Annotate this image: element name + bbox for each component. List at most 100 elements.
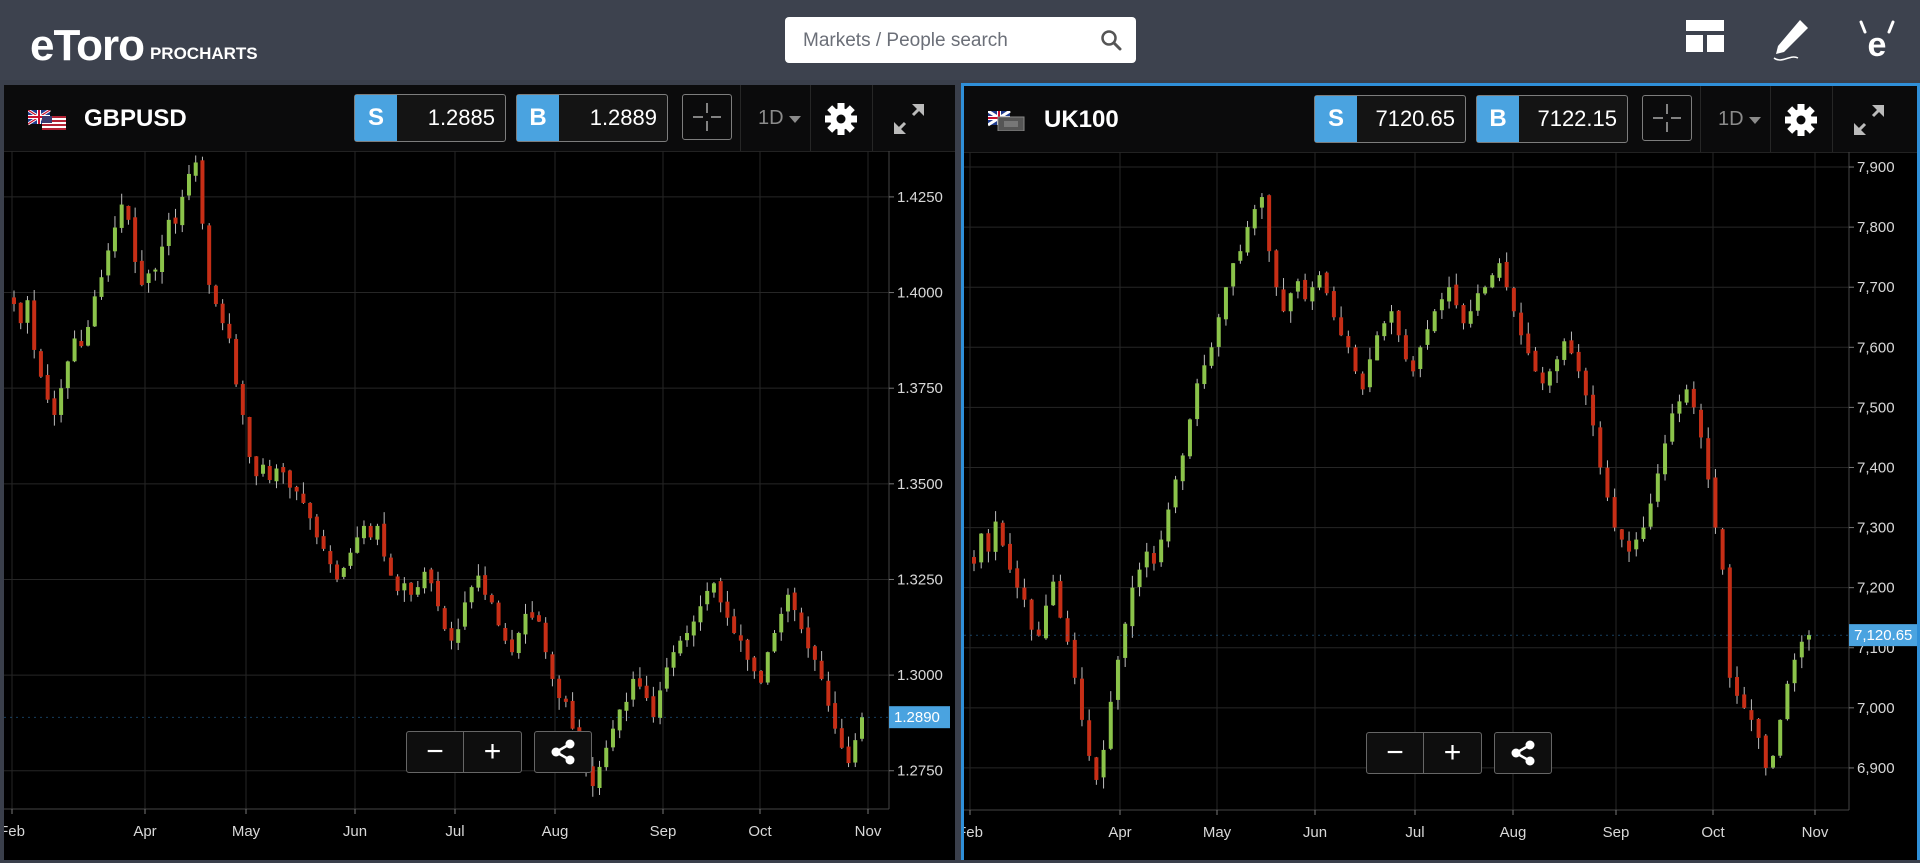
candle-body <box>18 302 23 324</box>
candle-body <box>503 627 508 641</box>
x-tick-label: Jul <box>1405 824 1424 841</box>
candle-body <box>792 592 797 611</box>
candle-body <box>772 633 777 652</box>
candle-body <box>32 300 37 350</box>
candle-body <box>166 219 171 246</box>
y-tick-label: 7,800 <box>1857 219 1895 236</box>
candle-body <box>1051 581 1056 606</box>
logo-wordmark: eToro <box>30 21 145 70</box>
zoom-in-button[interactable]: + <box>464 731 522 773</box>
candle-body <box>1238 251 1243 261</box>
buy-button[interactable]: B 7122.15 <box>1476 95 1628 143</box>
candle-body <box>160 246 165 272</box>
candle-body <box>570 700 575 729</box>
candle-body <box>112 227 117 252</box>
candle-body <box>1454 284 1459 306</box>
buy-price: 7122.15 <box>1537 106 1617 131</box>
panel-header: UK100 S 7120.65 B 7122.15 1D <box>964 86 1917 153</box>
chart-panel-uk100[interactable]: UK100 S 7120.65 B 7122.15 1D <box>961 83 1920 860</box>
candle-body <box>993 521 998 552</box>
gear-icon[interactable] <box>824 102 858 136</box>
layout-icon[interactable] <box>1685 18 1725 54</box>
candle-body <box>1742 694 1747 708</box>
instrument-symbol: UK100 <box>1044 106 1119 133</box>
search-box[interactable] <box>785 17 1136 65</box>
expand-icon[interactable] <box>1852 103 1886 137</box>
expand-icon[interactable] <box>892 102 926 136</box>
buy-button[interactable]: B 1.2889 <box>516 94 668 142</box>
candle-body <box>1727 567 1732 678</box>
candle-body <box>1540 372 1545 384</box>
candle-body <box>1295 281 1300 292</box>
x-tick-label: Aug <box>1500 824 1527 841</box>
timeframe-selector[interactable]: 1D <box>758 107 802 130</box>
candle-body <box>637 678 642 687</box>
price-chart[interactable]: 1.4250 1.4000 1.3750 1.3500 1.3250 1.3000 1.27… <box>4 151 955 860</box>
candle-body <box>819 660 824 679</box>
candle-body <box>38 351 43 377</box>
sell-button[interactable]: S 1.2885 <box>354 94 506 142</box>
candle-body <box>1094 757 1099 780</box>
candle-body <box>1058 581 1063 618</box>
timeframe-value: 1D <box>758 107 784 129</box>
y-tick-label: 1.4000 <box>897 285 943 302</box>
candle-body <box>395 576 400 591</box>
candle-body <box>274 468 279 482</box>
x-tick-label: Apr <box>133 823 156 840</box>
candle-body <box>308 502 313 519</box>
candle-body <box>1792 659 1797 684</box>
pencil-icon[interactable] <box>1770 18 1814 64</box>
share-button[interactable] <box>534 731 592 773</box>
candle-body <box>678 640 683 654</box>
instrument-symbol: GBPUSD <box>84 105 187 132</box>
y-tick-label: 1.4250 <box>897 189 943 206</box>
sell-price: 1.2885 <box>427 105 495 130</box>
candle-body <box>1079 678 1084 720</box>
gear-icon[interactable] <box>1784 103 1818 137</box>
candle-body <box>1555 359 1560 372</box>
candle-body <box>449 628 454 641</box>
y-tick-label: 7,500 <box>1857 399 1895 416</box>
zoom-controls: − + <box>1366 732 1552 774</box>
crosshair-button[interactable] <box>1642 95 1692 141</box>
candle-body <box>1605 467 1610 498</box>
candle-body <box>415 587 420 595</box>
etoro-logo[interactable]: eToro PROCHARTS <box>30 12 258 68</box>
candle-body <box>1223 287 1228 320</box>
zoom-out-button[interactable]: − <box>1366 732 1424 774</box>
crosshair-button[interactable] <box>682 94 732 140</box>
candle-body <box>1389 311 1394 323</box>
timeframe-selector[interactable]: 1D <box>1718 108 1762 131</box>
candle-body <box>1259 197 1264 208</box>
candle-body <box>799 612 804 630</box>
share-button[interactable] <box>1494 732 1552 774</box>
candle-body <box>1735 677 1740 696</box>
candle-body <box>1411 360 1416 372</box>
candle-body <box>86 326 91 346</box>
last-price-label: 1.2890 <box>894 709 940 726</box>
candle-body <box>355 537 360 553</box>
candle-body <box>644 685 649 699</box>
candle-body <box>1144 551 1149 568</box>
etoro-profile-icon[interactable]: e <box>1855 18 1899 62</box>
candle-body <box>267 466 272 480</box>
candle-body <box>335 564 340 580</box>
sell-button[interactable]: S 7120.65 <box>1314 95 1466 143</box>
candle-body <box>691 621 696 636</box>
candle-body <box>375 525 380 540</box>
zoom-out-button[interactable]: − <box>406 731 464 773</box>
candle-body <box>1166 509 1171 542</box>
candle-body <box>1569 340 1574 354</box>
candle-body <box>550 654 555 679</box>
price-chart[interactable]: 7,900 7,800 7,700 7,600 7,500 7,400 7,300 7,200… <box>964 152 1917 863</box>
search-icon[interactable] <box>1100 29 1122 51</box>
chart-panel-gbpusd[interactable]: GBPUSD S 1.2885 B 1.2889 1D <box>4 85 955 860</box>
last-price-label: 7,120.65 <box>1854 627 1912 644</box>
search-input[interactable] <box>801 17 1095 65</box>
zoom-in-button[interactable]: + <box>1424 732 1482 774</box>
candle-body <box>1483 287 1488 294</box>
candle-body <box>1648 503 1653 527</box>
candle-body <box>173 217 178 224</box>
candle-body <box>590 766 595 787</box>
x-tick-label: May <box>1203 824 1232 841</box>
